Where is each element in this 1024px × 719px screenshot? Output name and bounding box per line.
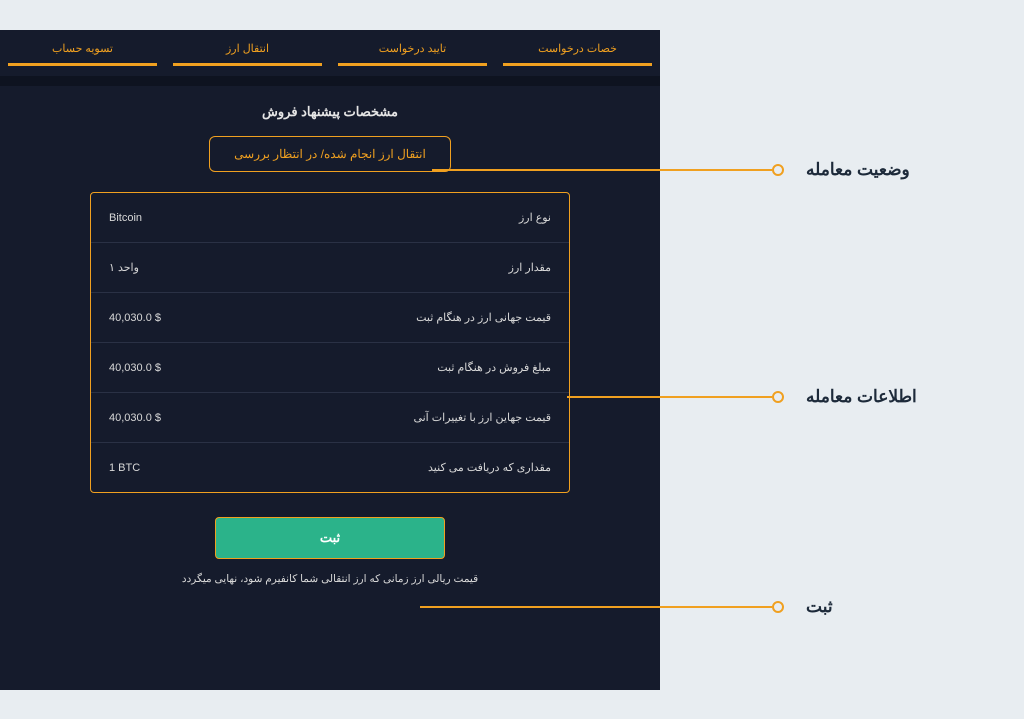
row-value: 40,030.0 $: [109, 412, 161, 424]
table-row: مقداری که دریافت می کنید 1 BTC: [91, 443, 569, 492]
row-label: نوع ارز: [519, 211, 551, 224]
callout-label: وضعیت معامله: [806, 160, 910, 180]
step-label: تسویه حساب: [4, 42, 161, 55]
table-row: مقدار ارز ۱ واحد: [91, 243, 569, 293]
step-progress-bar: [503, 63, 652, 66]
callout-label: ثبت: [806, 597, 833, 617]
transaction-details-table: نوع ارز Bitcoin مقدار ارز ۱ واحد قیمت جه…: [90, 192, 570, 493]
row-label: مقداری که دریافت می کنید: [428, 461, 551, 474]
step-request-details[interactable]: خصات درخواست: [495, 30, 660, 76]
step-transfer[interactable]: انتقال ارز: [165, 30, 330, 76]
step-progress-bar: [8, 63, 157, 66]
row-value: Bitcoin: [109, 212, 142, 224]
step-progress-bar: [173, 63, 322, 66]
content-area: مشخصات پیشنهاد فروش انتقال ارز انجام شده…: [0, 86, 660, 595]
callout-dot-icon: [772, 164, 784, 176]
table-row: مبلغ فروش در هنگام ثبت 40,030.0 $: [91, 343, 569, 393]
submit-area: ثبت قیمت ریالی ارز زمانی که ارز انتقالی …: [60, 517, 600, 585]
status-badge: انتقال ارز انجام شده/ در انتظار بررسی: [209, 136, 451, 172]
divider: [0, 76, 660, 86]
footnote-text: قیمت ریالی ارز زمانی که ارز انتقالی شما …: [60, 573, 600, 585]
row-value: 1 BTC: [109, 462, 140, 474]
row-label: مقدار ارز: [509, 261, 551, 274]
callout-label: اطلاعات معامله: [806, 387, 917, 407]
row-value: 40,030.0 $: [109, 362, 161, 374]
step-label: خصات درخواست: [499, 42, 656, 55]
step-settlement[interactable]: تسویه حساب: [0, 30, 165, 76]
callout-dot-icon: [772, 601, 784, 613]
step-progress-bar: [338, 63, 487, 66]
step-confirm-request[interactable]: تایید درخواست: [330, 30, 495, 76]
app-window: خصات درخواست تایید درخواست انتقال ارز تس…: [0, 30, 660, 690]
row-value: 40,030.0 $: [109, 312, 161, 324]
row-value: ۱ واحد: [109, 261, 139, 274]
table-row: نوع ارز Bitcoin: [91, 193, 569, 243]
step-label: انتقال ارز: [169, 42, 326, 55]
callout-dot-icon: [772, 391, 784, 403]
table-row: قیمت جهانی ارز در هنگام ثبت 40,030.0 $: [91, 293, 569, 343]
stepper: خصات درخواست تایید درخواست انتقال ارز تس…: [0, 30, 660, 76]
section-title: مشخصات پیشنهاد فروش: [60, 104, 600, 120]
step-label: تایید درخواست: [334, 42, 491, 55]
row-label: قیمت جهاین ارز با تغییرات آنی: [413, 411, 551, 424]
row-label: قیمت جهانی ارز در هنگام ثبت: [416, 311, 551, 324]
submit-button[interactable]: ثبت: [215, 517, 445, 559]
row-label: مبلغ فروش در هنگام ثبت: [437, 361, 551, 374]
table-row: قیمت جهاین ارز با تغییرات آنی 40,030.0 $: [91, 393, 569, 443]
